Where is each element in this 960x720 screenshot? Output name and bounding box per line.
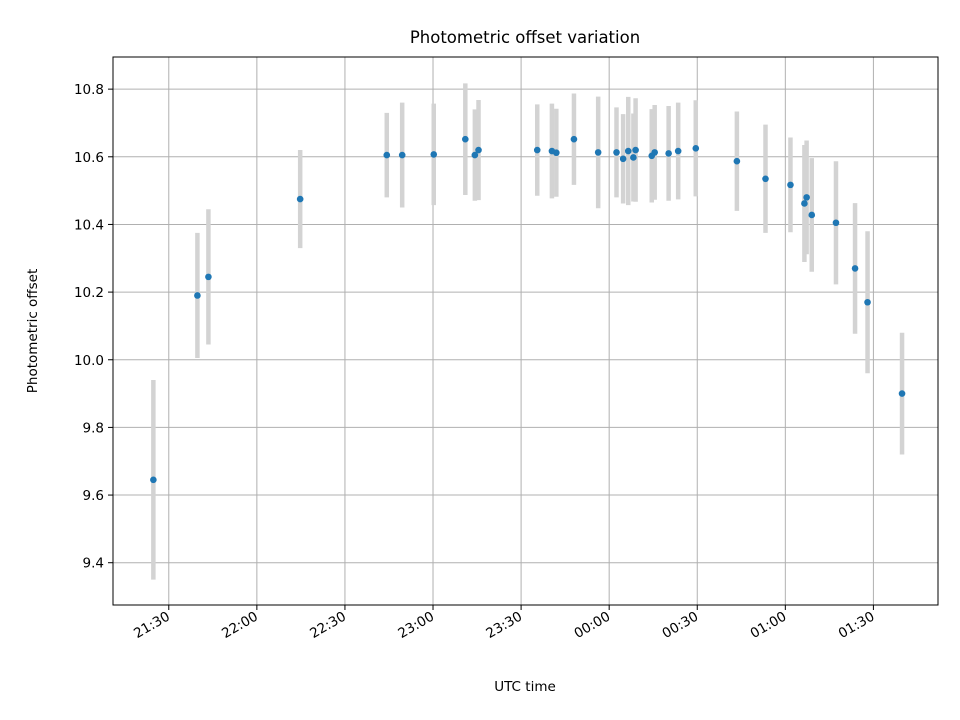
plot-area [113,57,938,605]
plot-frame [112,56,939,606]
data-point [570,135,578,143]
grid [113,57,938,605]
data-point [851,265,859,272]
data-point [803,194,810,201]
y-tick-label: 10.0 [74,353,104,369]
y-tick-label: 9.4 [83,556,104,572]
data-point [762,175,769,183]
data-point [383,151,391,159]
data-point [808,211,816,219]
data-point [205,273,212,281]
data-point [692,145,700,152]
data-point [398,151,406,159]
data-point [630,154,637,161]
data-point [462,135,469,143]
data-point [613,149,620,156]
data-point [594,149,602,156]
chart-title: Photometric offset variation [410,28,640,47]
y-tick-label: 9.6 [83,488,104,504]
data-point [194,292,201,299]
data-point [632,146,639,154]
data-point [624,147,632,155]
data-point [651,149,658,156]
y-axis-ticks: 9.4 9.6 9.8 10.0 10.2 10.4 10.6 10.8 [74,82,113,572]
data-points [150,135,906,484]
data-point [475,146,482,154]
data-point [898,390,906,397]
data-point [787,181,794,189]
data-point [674,147,682,155]
y-tick-label: 10.4 [74,217,104,233]
y-tick-label: 9.8 [83,420,104,436]
data-point [864,298,871,306]
data-point [471,151,479,159]
data-point [430,151,438,158]
data-point [553,149,560,157]
data-point [733,157,741,165]
y-tick-label: 10.2 [74,285,104,301]
data-point [665,150,672,157]
y-tick-label: 10.8 [74,82,104,98]
data-point [296,195,304,203]
x-axis-label: UTC time [494,679,556,695]
data-point [533,146,541,154]
data-point [619,155,627,163]
y-tick-label: 10.6 [74,150,104,166]
data-point [801,200,808,207]
data-point [150,476,157,484]
y-axis-label: Photometric offset [25,269,41,393]
data-point [832,219,840,227]
